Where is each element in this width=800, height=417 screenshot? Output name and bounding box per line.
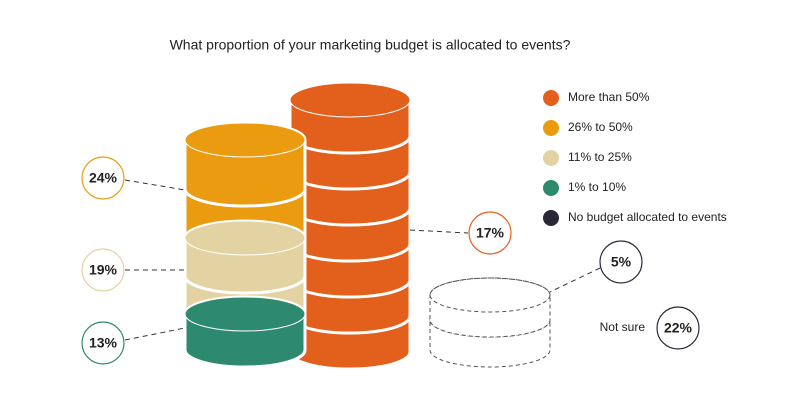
leader-line: [124, 179, 186, 191]
value-label: 19%: [89, 262, 118, 278]
legend-label: More than 50%: [568, 90, 650, 104]
value-bubble: [81, 321, 125, 365]
chart-title: What proportion of your marketing budget…: [170, 37, 571, 53]
legend-swatch: [543, 150, 559, 166]
coin: [429, 277, 551, 338]
value-bubble: [81, 156, 125, 200]
value-bubble: [468, 211, 512, 255]
coin-top: [184, 296, 306, 332]
coin-segment: [183, 295, 307, 369]
leader-line: [409, 229, 469, 234]
coin-segment: [429, 277, 551, 338]
legend-swatch: [543, 90, 559, 106]
leader-line: [549, 267, 601, 293]
coin-top: [429, 277, 551, 313]
legend-swatch: [543, 210, 559, 226]
coin-segment: [288, 81, 412, 371]
legend-label: 26% to 50%: [568, 120, 633, 134]
annotation-text: Not sure: [600, 320, 646, 334]
value-bubble: [599, 240, 643, 284]
coin-top: [184, 122, 306, 158]
value-label: 5%: [611, 254, 632, 270]
legend-label: 1% to 10%: [568, 180, 626, 194]
coin-top: [289, 82, 411, 118]
value-label: 24%: [89, 170, 118, 186]
legend-label: 11% to 25%: [568, 150, 632, 164]
legend-swatch: [543, 180, 559, 196]
leader-line: [124, 327, 186, 341]
value-label: 22%: [664, 320, 693, 336]
value-bubble: [656, 306, 700, 350]
coin-top: [184, 220, 306, 256]
value-label: 17%: [476, 225, 505, 241]
legend-label: No budget allocated to events: [568, 210, 727, 224]
value-label: 13%: [89, 335, 118, 351]
value-bubble: [81, 248, 125, 292]
legend-swatch: [543, 120, 559, 136]
